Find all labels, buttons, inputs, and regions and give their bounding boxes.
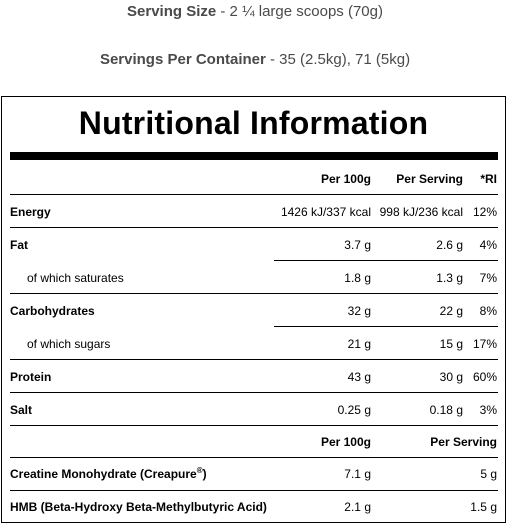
row-ri: 12% [472, 205, 497, 219]
row-divider [10, 457, 498, 458]
row-per-100g: 7.1 g [344, 467, 371, 481]
header-per-serving: Per Serving [396, 172, 463, 186]
row-ri: 7% [479, 271, 497, 285]
row-divider [10, 490, 498, 491]
row-label: Energy [10, 205, 51, 219]
row-divider [10, 227, 498, 228]
row-label: Carbohydrates [10, 304, 95, 318]
row-label: Creatine Monohydrate (Creapure®) [10, 466, 207, 482]
row-per-serving: 0.18 g [429, 403, 463, 417]
row-per-100g: 0.25 g [337, 403, 371, 417]
row-divider [274, 260, 498, 261]
row-label: of which sugars [27, 337, 111, 351]
row-per-serving: 1.5 g [470, 500, 497, 514]
row-per-serving: 22 g [439, 304, 463, 318]
row-per-serving: 15 g [439, 337, 463, 351]
row-ri: 60% [472, 370, 497, 384]
row-per-100g: 1.8 g [344, 271, 371, 285]
row-per-100g: 3.7 g [344, 238, 371, 252]
row-divider [10, 194, 498, 195]
row-divider [10, 359, 498, 360]
header-per-100g: Per 100g [320, 435, 371, 449]
row-divider [10, 293, 498, 294]
row-per-serving: 2.6 g [436, 238, 463, 252]
row-per-serving: 998 kJ/236 kcal [379, 205, 463, 219]
registered-mark: ® [196, 466, 203, 475]
row-label: HMB (Beta-Hydroxy Beta-Methylbutyric Aci… [10, 500, 267, 514]
row-per-serving: 30 g [439, 370, 463, 384]
row-divider [274, 326, 498, 327]
header-ri: *RI [480, 172, 497, 186]
row-per-serving: 5 g [480, 467, 497, 481]
serving-size-line: Serving Size - 2 ¼ large scoops (70g) [0, 3, 510, 20]
row-ri: 8% [479, 304, 497, 318]
panel-title: Nutritional Information [78, 105, 429, 141]
row-label-end: ) [202, 467, 207, 481]
row-label: Salt [10, 403, 33, 417]
servings-per-container-label: Servings Per Container [99, 51, 266, 68]
row-per-100g: 32 g [347, 304, 371, 318]
header-per-serving: Per Serving [430, 435, 497, 449]
row-label: Protein [10, 370, 52, 384]
row-per-100g: 43 g [347, 370, 371, 384]
row-label: of which saturates [27, 271, 124, 285]
row-ri: 4% [479, 238, 497, 252]
row-label-text: Creatine Monohydrate (Creapure [10, 467, 197, 481]
row-divider [10, 425, 498, 426]
serving-size-value: - 2 ¼ large scoops (70g) [220, 3, 383, 20]
row-ri: 17% [472, 337, 497, 351]
row-per-100g: 1426 kJ/337 kcal [280, 205, 371, 219]
title-divider [10, 152, 498, 160]
row-per-serving: 1.3 g [436, 271, 463, 285]
servings-per-container-line: Servings Per Container - 35 (2.5kg), 71 … [0, 51, 510, 68]
row-per-100g: 2.1 g [344, 500, 371, 514]
row-label: Fat [10, 238, 28, 252]
row-ri: 3% [479, 403, 497, 417]
row-per-100g: 21 g [347, 337, 371, 351]
row-divider [10, 392, 498, 393]
nutrition-panel: Nutritional Information Per 100g Per Ser… [1, 96, 506, 523]
header-per-100g: Per 100g [320, 172, 371, 186]
serving-size-label: Serving Size [127, 3, 217, 20]
servings-per-container-value: - 35 (2.5kg), 71 (5kg) [270, 51, 411, 68]
